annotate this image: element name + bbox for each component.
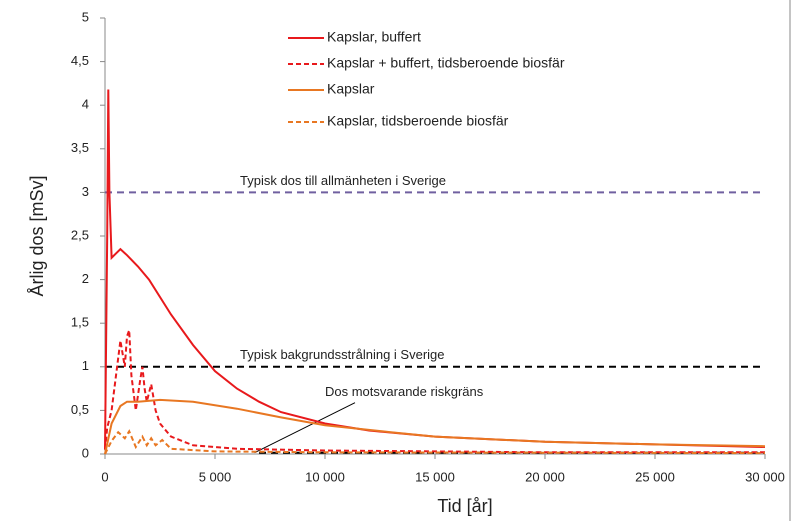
y-tick-label: 3 [82,184,89,199]
y-tick-label: 0,5 [71,402,89,417]
y-tick-label: 1,5 [71,315,89,330]
y-tick-label: 1 [82,358,89,373]
reference-label: Typisk dos till allmänheten i Sverige [240,173,446,188]
x-tick-label: 0 [101,469,108,484]
x-tick-label: 25 000 [635,469,675,484]
series-line [104,398,766,455]
y-tick-label: 2 [82,271,89,286]
legend-label: Kapslar, buffert [327,29,421,45]
reference-label: Dos motsvarande riskgräns [325,384,484,399]
x-tick-label: 30 000 [745,469,785,484]
legend-label: Kapslar [327,81,375,97]
x-tick-label: 5 000 [199,469,232,484]
x-tick-label: 20 000 [525,469,565,484]
legend-label: Kapslar + buffert, tidsberoende biosfär [327,55,565,71]
x-tick-label: 15 000 [415,469,455,484]
annotation-arrow [254,402,356,454]
x-tick-label: 10 000 [305,469,345,484]
y-tick-label: 5 [82,9,89,24]
y-tick-label: 2,5 [71,227,89,242]
series-line [104,329,765,454]
y-tick-label: 4 [82,97,89,112]
x-axis-label: Tid [år] [437,496,492,516]
y-tick-label: 4,5 [71,53,89,68]
y-axis-label: Årlig dos [mSv] [27,175,47,296]
y-tick-label: 3,5 [71,140,89,155]
y-tick-label: 0 [82,445,89,460]
series-line [104,429,766,455]
reference-label: Typisk bakgrundsstrålning i Sverige [240,347,445,362]
legend-label: Kapslar, tidsberoende biosfär [327,113,509,129]
